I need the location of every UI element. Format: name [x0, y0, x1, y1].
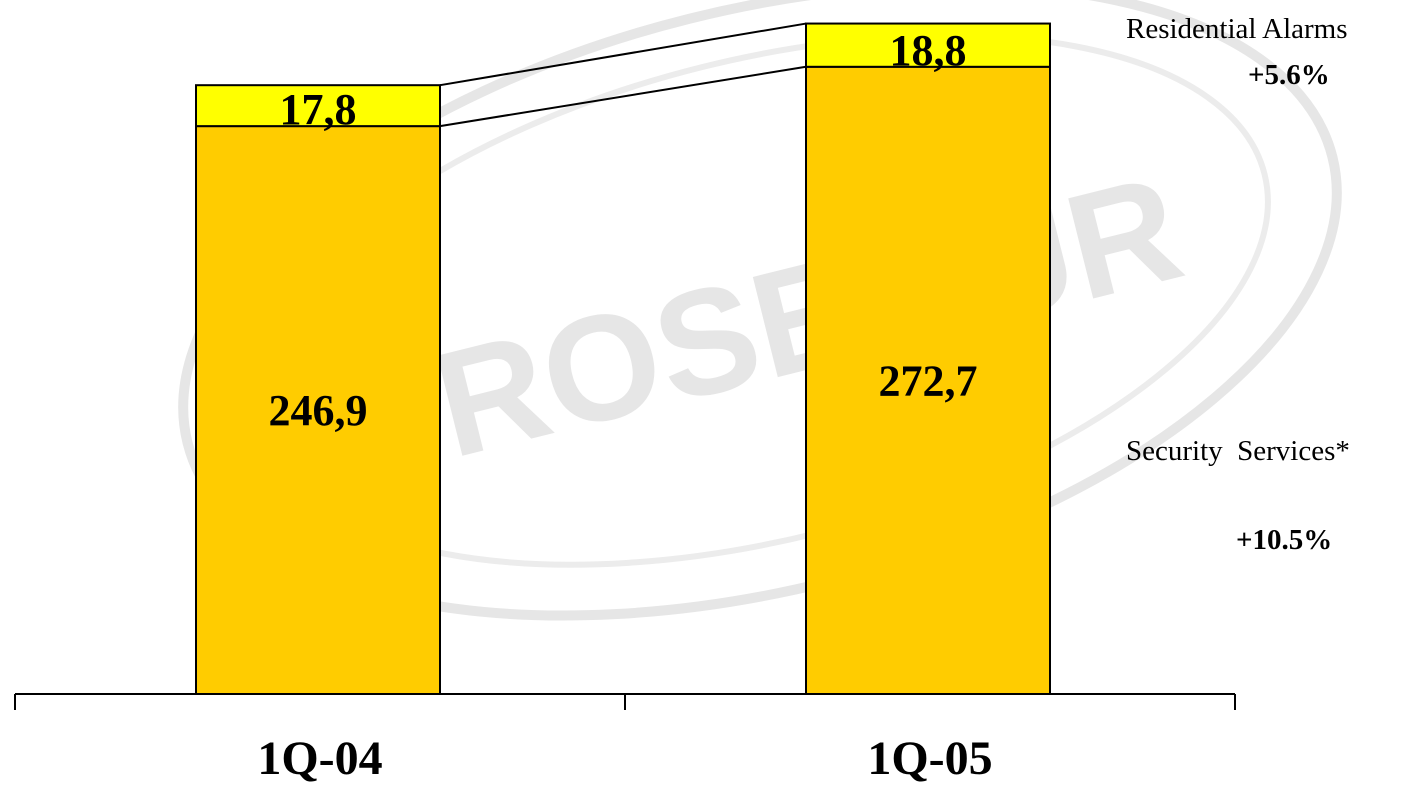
connector-lines: [439, 22, 807, 128]
annotation-label-alarms: Residential Alarms: [1126, 13, 1348, 45]
data-label-alarms-1Q-05: 18,8: [890, 26, 967, 75]
bar-alarms-1Q-05: [805, 22, 1051, 68]
bars: 246,9 17,8 272,7 18,8: [195, 22, 1051, 696]
connector-top: [439, 22, 807, 87]
x-axis-label-1Q-05: 1Q-05: [867, 732, 992, 785]
x-axis-ticks: [14, 694, 1236, 710]
annotation-label-security: Security Services*: [1126, 435, 1350, 467]
x-axis-label-1Q-04: 1Q-04: [257, 732, 382, 785]
annotation-growth-alarms: +5.6%: [1248, 59, 1330, 91]
data-label-security-1Q-05: 272,7: [879, 356, 978, 405]
connector-mid: [439, 65, 807, 128]
bar-alarms-1Q-04: [195, 84, 441, 128]
bar-security-1Q-04: [195, 125, 441, 695]
x-axis-labels: 1Q-04 1Q-05: [257, 732, 992, 785]
data-label-alarms-1Q-04: 17,8: [280, 85, 357, 134]
annotation-growth-security: +10.5%: [1236, 524, 1332, 556]
bar-security-1Q-05: [805, 65, 1051, 696]
x-axis: 1Q-04 1Q-05: [14, 693, 1236, 785]
data-label-security-1Q-04: 246,9: [269, 386, 368, 435]
watermark-text: PROSEGUR: [323, 143, 1197, 514]
annotations: Residential Alarms +5.6% Security Servic…: [1126, 13, 1350, 556]
